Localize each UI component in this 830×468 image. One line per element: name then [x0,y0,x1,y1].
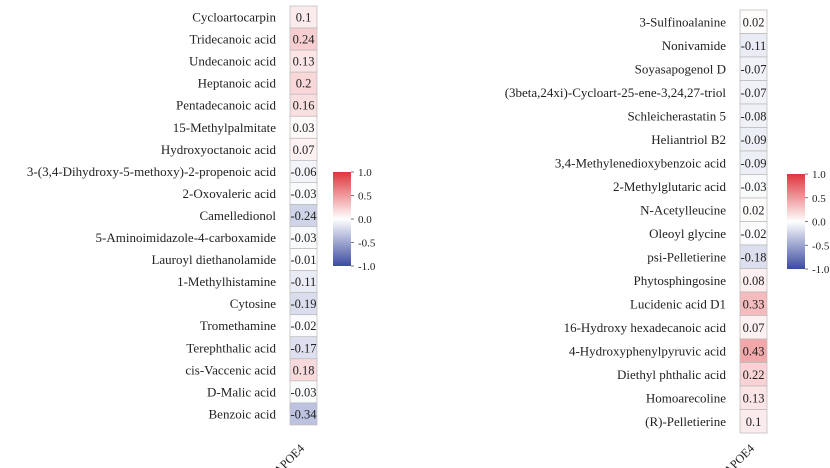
heatmap-left-row-label: D-Malic acid [207,384,276,399]
heatmap-left-value-label: 0.24 [293,33,316,47]
heatmap-right-value-label: 0.43 [743,344,765,358]
heatmap-left-row-label: 3-(3,4-Dihydroxy-5-methoxy)-2-propenoic … [27,164,277,179]
heatmap-right-value-label: -0.11 [741,39,767,53]
heatmap-right-row-label: 3-Sulfinoalanine [639,14,726,29]
heatmap-right-row-label: Heliantriol B2 [651,132,726,147]
colorbar-left-tick-label: 1.0 [358,167,372,179]
heatmap-right-row-label: Nonivamide [662,38,726,53]
heatmap-left-value-label: -0.17 [290,341,316,355]
heatmap-left-row-label: cis-Vaccenic acid [185,362,276,377]
heatmap-right-value-label: -0.09 [740,133,766,147]
heatmap-right-row-label: Soyasapogenol D [635,61,726,76]
heatmap-left-row-label: Cytosine [230,296,276,311]
colorbar-right-tick-label: 0.5 [812,193,826,205]
colorbar-left-tick-label: 0.0 [358,214,372,226]
heatmap-left-value-label: -0.03 [290,231,316,245]
heatmap-right-value-label: 0.02 [743,203,765,217]
heatmap-left-value-label: -0.03 [290,385,316,399]
heatmap-left-value-label: 0.2 [296,77,312,91]
heatmap-left-row-label: Benzoic acid [209,406,277,421]
heatmap-left: 0.1 Cycloartocarpin 0.24 Tridecanoic acid 0.… [27,5,318,468]
heatmap-right-row-label: Homoarecoline [646,390,726,405]
heatmap-right-row-label: (3beta,24xi)-Cycloart-25-ene-3,24,27-tri… [505,85,727,100]
heatmap-right-value-label: -0.07 [740,86,766,100]
colorbar-left-tick-label: -0.5 [358,238,376,250]
heatmap-right-value-label: -0.03 [740,180,766,194]
heatmap-right-row-label: Phytosphingosine [634,273,727,288]
heatmap-left-row-label: Cycloartocarpin [192,10,276,25]
heatmap-left-value-label: -0.34 [290,407,317,421]
heatmap-left-row-label: 2-Oxovaleric acid [183,186,277,201]
heatmap-right-value-label: 0.33 [743,297,765,311]
heatmap-left-value-label: -0.03 [290,187,316,201]
heatmap-left-row-label: 1-Methylhistamine [177,274,276,289]
heatmap-right-value-label: 0.22 [743,368,765,382]
heatmap-left-row-label: Heptanoic acid [198,76,277,91]
heatmap-right-row-label: 16-Hydroxy hexadecanoic acid [564,320,727,335]
heatmap-left-value-label: 0.07 [293,143,315,157]
heatmap-right: 0.02 3-Sulfinoalanine -0.11 Nonivamide -0.07… [505,9,768,468]
heatmap-right-value-label: -0.09 [740,156,766,170]
heatmap-left-value-label: 0.13 [293,55,315,69]
heatmap-right-row-label: Lucidenic acid D1 [630,296,726,311]
heatmap-left-value-label: -0.19 [290,297,316,311]
colorbar-left-tick-label: 0.5 [358,191,372,203]
heatmap-right-value-label: -0.08 [740,109,766,123]
colorbar-left-tick-label: -1.0 [358,261,376,273]
heatmap-left-row-label: Terephthalic acid [186,340,276,355]
heatmap-right-value-label: -0.07 [740,62,766,76]
heatmap-left-row-label: Hydroxyoctanoic acid [161,142,277,157]
colorbar-right-tick-label: -0.5 [812,240,830,252]
heatmap-right-value-label: 0.07 [743,321,765,335]
heatmap-right-value-label: 0.1 [746,415,762,429]
heatmap-left-value-label: -0.01 [290,253,316,267]
colorbar-right-tick-label: 0.0 [812,217,826,229]
heatmap-right-value-label: 0.02 [743,15,765,29]
heatmap-right-row-label: (R)-Pelletierine [645,414,726,429]
heatmap-left-row-label: Lauroyl diethanolamide [151,252,276,267]
heatmap-left-column-label: APOE4 [271,441,307,468]
heatmap-left-row-label: 15-Methylpalmitate [173,120,276,135]
heatmap-left-row-label: Pentadecanoic acid [176,98,276,113]
heatmap-left-row-label: 5-Aminoimidazole-4-carboxamide [96,230,277,245]
heatmap-right-value-label: -0.02 [740,227,766,241]
heatmap-right-row-label: N-Acetylleucine [640,202,726,217]
colorbar-right-gradient [787,174,805,269]
heatmap-left-row-label: Camelledionol [199,208,276,223]
heatmap-left-value-label: 0.03 [293,121,315,135]
heatmap-left-row-label: Tromethamine [200,318,276,333]
colorbar-right-tick-label: 1.0 [812,169,826,181]
heatmap-left-value-label: 0.16 [293,99,315,113]
heatmap-right-row-label: Diethyl phthalic acid [617,367,727,382]
heatmap-left-value-label: -0.02 [290,319,316,333]
heatmap-left-row-label: Undecanoic acid [189,54,276,69]
heatmap-left-value-label: -0.24 [290,209,317,223]
heatmap-left-value-label: 0.1 [296,11,312,25]
heatmap-left-value-label: -0.06 [290,165,316,179]
colorbar-right-tick-label: -1.0 [812,264,830,276]
heatmap-right-row-label: 4-Hydroxyphenylpyruvic acid [569,343,727,358]
colorbar-left-gradient [333,172,351,266]
colorbar-left: 1.0 0.5 0.0 -0.5 -1.0 [333,167,376,273]
heatmap-right-row-label: psi-Pelletierine [647,249,726,264]
heatmap-right-row-label: 2-Methylglutaric acid [613,179,726,194]
colorbar-right: 1.0 0.5 0.0 -0.5 -1.0 [787,169,830,276]
heatmap-left-row-label: Tridecanoic acid [189,32,276,47]
heatmap-left-value-label: 0.18 [293,363,315,377]
heatmap-right-value-label: 0.08 [743,274,765,288]
heatmap-left-value-label: -0.11 [291,275,317,289]
heatmap-right-column-label: APOE4 [721,441,757,468]
heatmap-left-cell [289,402,318,426]
heatmap-right-cell [739,409,768,434]
heatmap-right-value-label: 0.13 [743,391,765,405]
heatmap-right-row-label: 3,4-Methylenedioxybenzoic acid [555,155,727,170]
heatmap-right-row-label: Schleicherastatin 5 [627,108,726,123]
heatmap-right-row-label: Oleoyl glycine [649,226,726,241]
heatmap-right-value-label: -0.18 [740,250,766,264]
